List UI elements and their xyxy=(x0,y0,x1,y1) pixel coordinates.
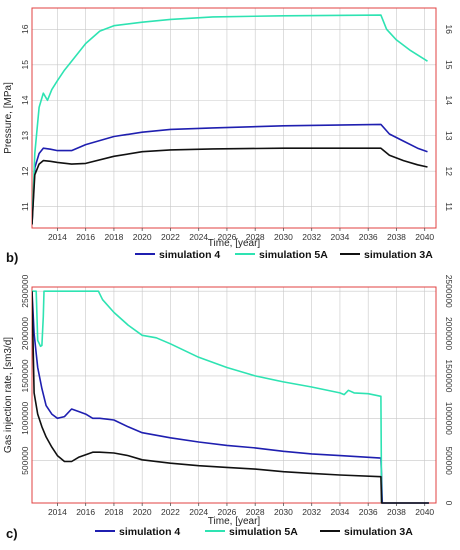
y-tick-label-left: 15 xyxy=(20,60,30,70)
x-tick-label: 2036 xyxy=(359,507,378,517)
x-tick-label: 2034 xyxy=(330,232,349,242)
y-tick-label-left: 16 xyxy=(20,24,30,34)
y-axis-label: Gas injection rate, [sm3/d] xyxy=(3,337,14,453)
y-tick-label-right: 14 xyxy=(444,96,454,106)
y-tick-label-right: 13 xyxy=(444,131,454,141)
y-axis-label: Pressure, [MPa] xyxy=(3,82,14,154)
series-line-sim5A xyxy=(32,290,383,504)
x-tick-label: 2018 xyxy=(104,232,123,242)
pressure-chart: 2014 2016 2018 2020 2022 2024 2026 2028 2030 2032… xyxy=(3,7,454,249)
x-tick-label: 2022 xyxy=(161,232,180,242)
x-axis-label: Time, [year] xyxy=(208,238,261,249)
y-tick-label-right: 11 xyxy=(444,202,454,211)
legend-label: simulation 5A xyxy=(229,526,298,538)
series-line-sim3A xyxy=(32,291,429,504)
x-tick-label: 2024 xyxy=(189,232,208,242)
y-tick-label-left: 1000000 xyxy=(20,401,30,434)
legend-label: simulation 4 xyxy=(159,249,220,261)
x-tick-label: 2032 xyxy=(302,232,321,242)
legend-label: simulation 3A xyxy=(344,526,413,538)
series-line-sim5A xyxy=(32,14,428,225)
y-tick-label-left: 11 xyxy=(20,202,30,211)
x-tick-label: 2028 xyxy=(246,507,265,517)
series-line-sim4 xyxy=(32,123,428,225)
legend-label: simulation 5A xyxy=(259,249,328,261)
x-tick-label: 2014 xyxy=(48,232,67,242)
y-tick-label-right: 500000 xyxy=(444,446,454,475)
x-tick-label: 2026 xyxy=(217,232,236,242)
x-tick-label: 2032 xyxy=(302,507,321,517)
series-line-sim4 xyxy=(32,291,429,504)
x-tick-label: 2030 xyxy=(274,507,293,517)
x-tick-label: 2030 xyxy=(274,232,293,242)
legend-label: simulation 4 xyxy=(119,526,180,538)
panel-label-b: b) xyxy=(6,250,18,265)
x-tick-label: 2022 xyxy=(161,507,180,517)
y-tick-label-right: 12 xyxy=(444,166,454,176)
y-tick-label-left: 500000 xyxy=(20,446,30,475)
x-tick-label: 2020 xyxy=(133,232,152,242)
plot-frame xyxy=(31,7,437,229)
x-tick-label: 2016 xyxy=(76,507,95,517)
legend-top: simulation 4 simulation 5A simulation 3A xyxy=(135,249,433,261)
y-tick-label-right: 1000000 xyxy=(444,402,454,435)
x-tick-label: 2038 xyxy=(387,232,406,242)
x-tick-label: 2034 xyxy=(330,507,349,517)
y-tick-label-left: 12 xyxy=(20,166,30,176)
y-tick-label-right: 2000000 xyxy=(444,317,454,350)
x-tick-label: 2024 xyxy=(189,507,208,517)
y-tick-label-right: 1500000 xyxy=(444,359,454,392)
y-tick-label-right: 15 xyxy=(444,60,454,70)
x-tick-label: 2040 xyxy=(415,232,434,242)
panel-label-c: c) xyxy=(6,526,18,541)
x-tick-label: 2028 xyxy=(246,232,265,242)
y-tick-label-left: 1500000 xyxy=(20,359,30,392)
x-tick-label: 2036 xyxy=(359,232,378,242)
legend-label: simulation 3A xyxy=(364,249,433,261)
series-line-sim3A xyxy=(32,147,428,225)
legend-bottom: simulation 4 simulation 5A simulation 3A xyxy=(95,526,413,538)
y-tick-label-left: 14 xyxy=(20,95,30,105)
x-axis-label: Time, [year] xyxy=(208,516,261,527)
x-tick-label: 2018 xyxy=(104,507,123,517)
y-tick-label-right: 0 xyxy=(444,501,454,506)
x-tick-label: 2020 xyxy=(133,507,152,517)
plot-frame xyxy=(31,286,437,504)
y-tick-label-left: 13 xyxy=(20,131,30,141)
x-tick-label: 2014 xyxy=(48,507,67,517)
x-tick-label: 2026 xyxy=(217,507,236,517)
gas-injection-chart: 2014 2016 2018 2020 2022 2024 2026 2028 2030 2032… xyxy=(3,274,454,527)
y-tick-label-right: 16 xyxy=(444,25,454,35)
y-tick-label-left: 2000000 xyxy=(20,317,30,350)
x-tick-label: 2038 xyxy=(387,507,406,517)
y-tick-label-right: 2500000 xyxy=(444,275,454,308)
x-tick-label: 2016 xyxy=(76,232,95,242)
x-tick-label: 2040 xyxy=(415,507,434,517)
y-tick-label-left: 2500000 xyxy=(20,274,30,307)
